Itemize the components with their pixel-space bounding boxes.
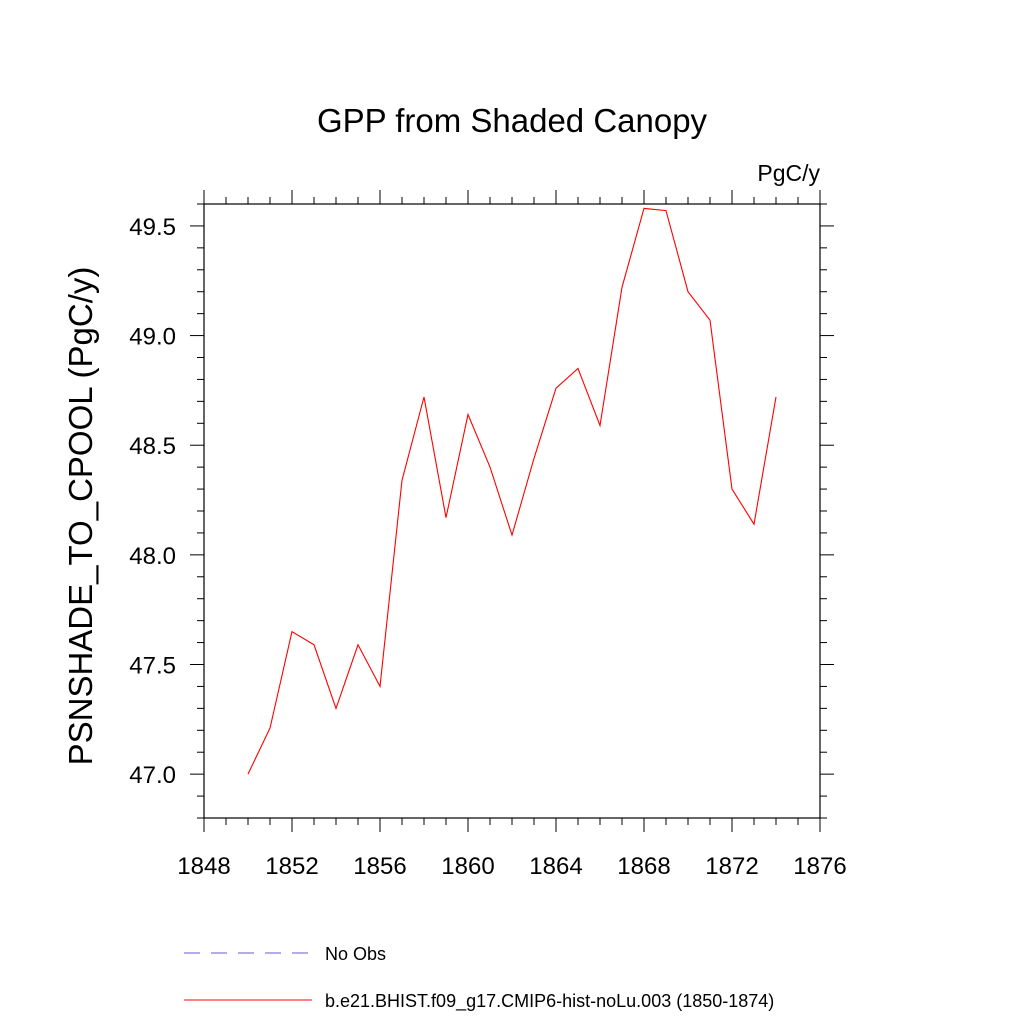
x-tick-label: 1876 [793, 853, 846, 880]
x-tick-label: 1864 [529, 853, 582, 880]
x-tick-label: 1848 [177, 853, 230, 880]
legend: No Obs b.e21.BHIST.f09_g17.CMIP6-hist-noL… [184, 944, 774, 1012]
x-tick-label: 1868 [617, 853, 670, 880]
units-label: PgC/y [757, 160, 820, 186]
y-tick-label: 49.0 [129, 324, 176, 351]
plot-frame [203, 203, 821, 819]
axis-ticks: 1848 1852 1856 1860 1864 1868 1872 1876 47.0 47.5… [129, 190, 847, 880]
y-tick-label: 48.5 [129, 433, 176, 460]
legend-label: b.e21.BHIST.f09_g17.CMIP6-hist-noLu.003 … [325, 991, 774, 1012]
x-tick-label: 1872 [705, 853, 758, 880]
x-tick-label: 1852 [265, 853, 318, 880]
y-tick-label: 49.5 [129, 214, 176, 241]
x-tick-label: 1860 [441, 853, 494, 880]
x-tick-label: 1856 [353, 853, 406, 880]
plot-axes [203, 203, 821, 819]
series-line [247, 207, 777, 775]
y-tick-label: 47.0 [129, 762, 176, 789]
y-tick-label: 48.0 [129, 543, 176, 570]
series-lines [247, 207, 777, 775]
y-tick-label: 47.5 [129, 653, 176, 680]
y-axis-label: PSNSHADE_TO_CPOOL (PgC/y) [62, 267, 99, 766]
chart-title: GPP from Shaded Canopy [317, 102, 708, 139]
legend-label: No Obs [325, 944, 386, 964]
